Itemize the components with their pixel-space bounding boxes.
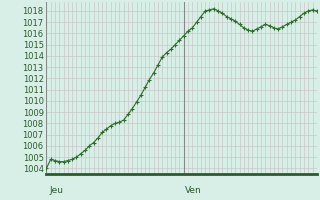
Text: Jeu: Jeu (50, 186, 64, 195)
Text: Ven: Ven (185, 186, 202, 195)
